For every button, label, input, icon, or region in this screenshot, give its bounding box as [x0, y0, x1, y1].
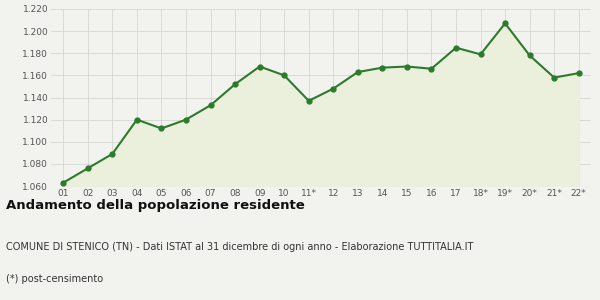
Text: Andamento della popolazione residente: Andamento della popolazione residente: [6, 200, 305, 212]
Text: COMUNE DI STENICO (TN) - Dati ISTAT al 31 dicembre di ogni anno - Elaborazione T: COMUNE DI STENICO (TN) - Dati ISTAT al 3…: [6, 242, 473, 251]
Text: (*) post-censimento: (*) post-censimento: [6, 274, 103, 284]
